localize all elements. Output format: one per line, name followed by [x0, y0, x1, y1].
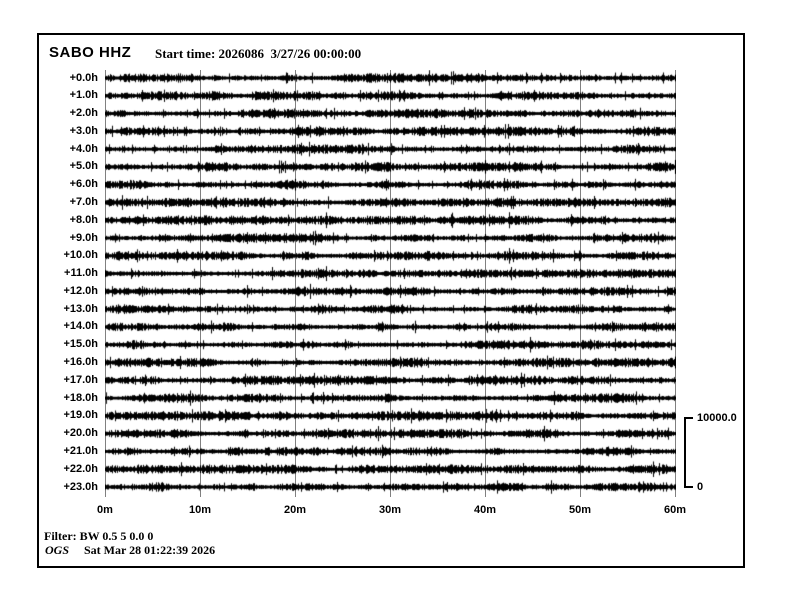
- hour-label: +20.0h: [63, 427, 98, 440]
- hour-label: +10.0h: [63, 249, 98, 262]
- x-tick-label: 30m: [378, 504, 402, 516]
- x-tick-label: 60m: [663, 504, 687, 516]
- hour-label: +14.0h: [63, 320, 98, 333]
- hour-label: +17.0h: [63, 373, 98, 386]
- plot-frame: [37, 33, 745, 568]
- hour-label: +6.0h: [69, 178, 98, 191]
- hour-label: +16.0h: [63, 356, 98, 369]
- hour-label: +12.0h: [63, 284, 98, 297]
- filter-label: Filter: BW 0.5 5 0.0 0: [44, 529, 154, 543]
- hour-label: +19.0h: [63, 409, 98, 422]
- hour-label: +11.0h: [64, 267, 98, 280]
- hour-label: +9.0h: [69, 231, 98, 244]
- hour-label: +18.0h: [63, 391, 98, 404]
- hour-label: +1.0h: [69, 89, 98, 102]
- scale-bar-top-arm: [684, 417, 693, 419]
- hour-label: +15.0h: [63, 338, 98, 351]
- x-tick-label: 0m: [97, 504, 113, 516]
- hour-label: +7.0h: [69, 195, 98, 208]
- scale-bar-line: [684, 417, 686, 488]
- scale-bar-bottom-arm: [684, 486, 693, 488]
- hour-label: +23.0h: [63, 480, 98, 493]
- hour-label: +4.0h: [69, 142, 98, 155]
- x-tick-label: 20m: [283, 504, 307, 516]
- x-tick-label: 50m: [568, 504, 592, 516]
- hour-label: +3.0h: [69, 124, 98, 137]
- station-title: SABO HHZ: [49, 44, 132, 61]
- x-tick-label: 10m: [188, 504, 212, 516]
- hour-label: +5.0h: [69, 160, 98, 173]
- seismogram-traces: [105, 70, 676, 498]
- hour-label: +21.0h: [63, 444, 98, 457]
- scale-max-label: 10000.0: [697, 412, 737, 424]
- brand-label: OGS: [45, 543, 70, 557]
- start-time-label: Start time: 2026086 3/27/26 00:00:00: [155, 46, 362, 61]
- hour-label: +2.0h: [69, 107, 98, 120]
- hour-label: +13.0h: [63, 302, 98, 315]
- hour-label: +0.0h: [69, 71, 98, 84]
- hour-label: +8.0h: [69, 213, 98, 226]
- timestamp-label: Sat Mar 28 01:22:39 2026: [84, 543, 216, 557]
- x-tick-label: 40m: [473, 504, 497, 516]
- hour-label: +22.0h: [63, 462, 98, 475]
- scale-min-label: 0: [697, 481, 704, 493]
